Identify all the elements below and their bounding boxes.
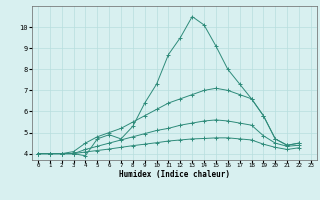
X-axis label: Humidex (Indice chaleur): Humidex (Indice chaleur) [119,170,230,179]
